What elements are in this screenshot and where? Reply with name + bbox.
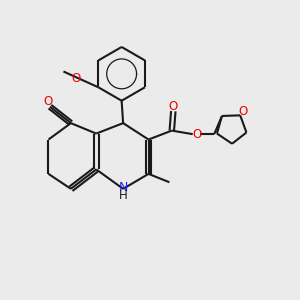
Text: O: O bbox=[192, 128, 202, 141]
Text: H: H bbox=[119, 190, 128, 202]
Text: N: N bbox=[118, 181, 128, 194]
Text: O: O bbox=[71, 71, 81, 85]
Text: O: O bbox=[238, 105, 247, 118]
Text: O: O bbox=[43, 95, 52, 108]
Text: O: O bbox=[169, 100, 178, 112]
